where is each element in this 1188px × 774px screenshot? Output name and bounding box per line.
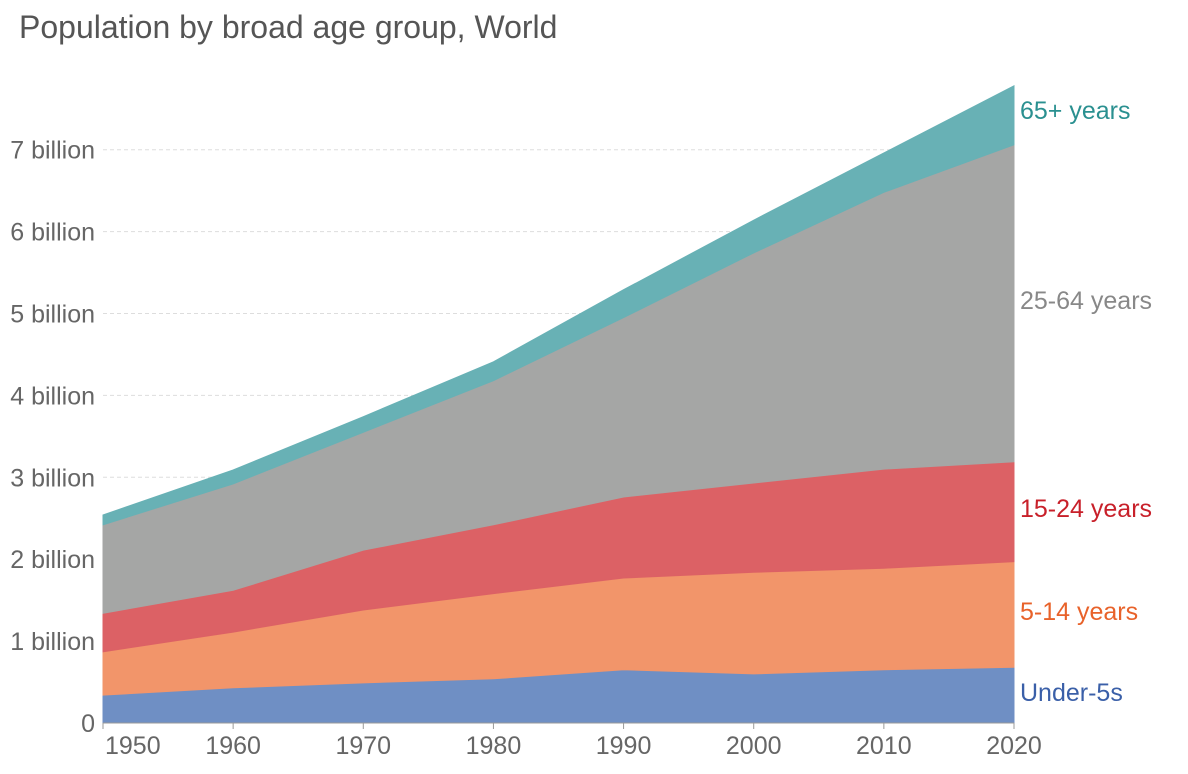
x-tick-label: 1960 <box>205 732 261 760</box>
y-tick-label: 1 billion <box>10 628 95 656</box>
series-label: 15-24 years <box>1020 495 1152 523</box>
y-tick-label: 7 billion <box>10 137 95 165</box>
x-tick-label: 1990 <box>596 732 652 760</box>
x-tick-label: 1950 <box>105 732 161 760</box>
series-label: 65+ years <box>1020 97 1131 125</box>
series-label: 5-14 years <box>1020 598 1138 626</box>
x-tick-label: 2000 <box>726 732 782 760</box>
y-tick-label: 2 billion <box>10 546 95 574</box>
y-tick-label: 0 <box>81 710 95 738</box>
x-tick-label: 2010 <box>856 732 912 760</box>
y-tick-label: 4 billion <box>10 382 95 410</box>
x-tick-label: 1980 <box>466 732 522 760</box>
y-tick-label: 3 billion <box>10 464 95 492</box>
x-tick-label: 2020 <box>986 732 1042 760</box>
chart-title: Population by broad age group, World <box>19 9 557 45</box>
series-label: Under-5s <box>1020 679 1123 707</box>
y-tick-label: 6 billion <box>10 219 95 247</box>
series-label: 25-64 years <box>1020 287 1152 315</box>
x-tick-label: 1970 <box>335 732 391 760</box>
area-65-years <box>102 84 1015 526</box>
y-tick-label: 5 billion <box>10 301 95 329</box>
